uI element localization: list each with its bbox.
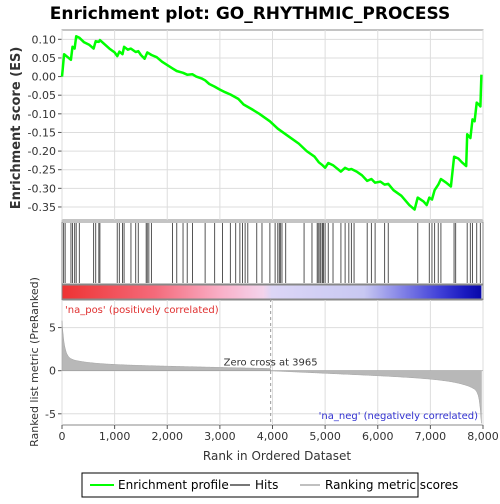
x-tick-label: 5,000 <box>309 430 341 443</box>
chart-title: Enrichment plot: GO_RHYTHMIC_PROCESS <box>50 4 450 24</box>
metric-axis-label: Ranked list metric (PreRanked) <box>28 277 41 447</box>
x-tick-label: 7,000 <box>415 430 447 443</box>
es-tick-label: -0.35 <box>28 201 56 214</box>
x-tick-label: 3,000 <box>204 430 236 443</box>
metric-tick-label: -5 <box>45 408 56 421</box>
ranked-metric-panel: 5 0 -5 Zero cross at 3965 'na_pos' (positive… <box>45 299 484 426</box>
legend-label-hits: Hits <box>255 478 278 492</box>
zero-cross-label: Zero cross at 3965 <box>224 358 318 369</box>
enrichment-score-panel: 0.10 0.05 0.00 -0.05 -0.10 -0.15 -0.20 -0.25 -0.… <box>28 29 484 221</box>
x-tick-label: 1,000 <box>99 430 131 443</box>
es-tick-label: -0.10 <box>28 108 56 121</box>
es-tick-label: -0.15 <box>28 126 56 139</box>
es-tick-label: -0.25 <box>28 164 56 177</box>
es-tick-label: -0.20 <box>28 145 56 158</box>
x-tick-label: 2,000 <box>152 430 184 443</box>
es-tick-label: -0.30 <box>28 182 56 195</box>
negative-correlation-note: 'na_neg' (negatively correlated) <box>319 411 478 422</box>
x-axis: 0 1,000 2,000 3,000 4,000 5,000 6,000 7,000 8,00… <box>59 425 499 443</box>
es-tick-label: 0.05 <box>32 52 57 65</box>
x-axis-label: Rank in Ordered Dataset <box>203 449 351 463</box>
legend-label-ranking-metric: Ranking metric scores <box>325 478 458 492</box>
es-axis-label: Enrichment score (ES) <box>9 47 24 210</box>
ranking-heatbar <box>61 284 484 300</box>
legend-label-enrichment-profile: Enrichment profile <box>118 478 229 492</box>
enrichment-profile-line <box>60 35 483 211</box>
es-tick-label: 0.10 <box>32 33 57 46</box>
es-tick-label: 0.00 <box>32 71 57 84</box>
x-tick-label: 6,000 <box>362 430 394 443</box>
legend: Enrichment profile Hits Ranking metric s… <box>81 472 458 498</box>
hits-panel <box>61 221 484 285</box>
x-tick-label: 4,000 <box>257 430 289 443</box>
metric-tick-label: 5 <box>49 322 56 335</box>
hits-frame <box>61 221 484 285</box>
heatbar-fill <box>62 285 482 299</box>
metric-tick-label: 0 <box>49 365 56 378</box>
x-tick-label: 8,000 <box>467 430 499 443</box>
x-tick-label: 0 <box>59 430 66 443</box>
heatbar-frame <box>61 284 484 300</box>
es-tick-label: -0.05 <box>28 89 56 102</box>
positive-correlation-note: 'na_pos' (positively correlated) <box>65 305 219 316</box>
